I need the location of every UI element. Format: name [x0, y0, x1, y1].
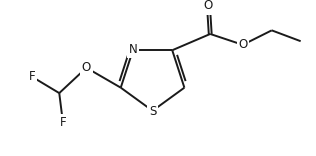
Text: F: F [29, 70, 35, 83]
Text: O: O [204, 0, 213, 12]
Text: N: N [129, 43, 138, 56]
Text: S: S [149, 105, 156, 118]
Text: F: F [59, 116, 66, 129]
Text: O: O [82, 61, 91, 74]
Text: O: O [238, 38, 247, 51]
